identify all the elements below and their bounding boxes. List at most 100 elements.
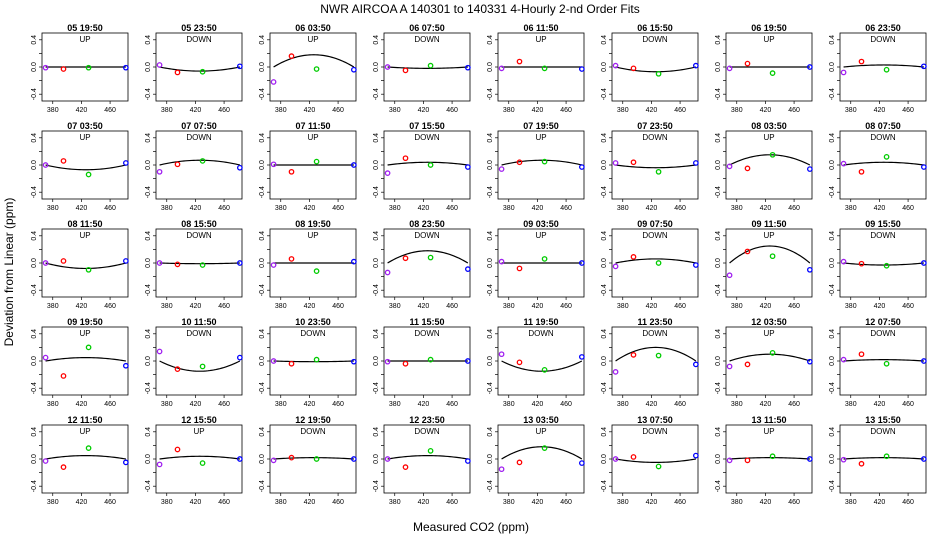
data-point bbox=[464, 458, 471, 464]
y-tick-label: -0.4 bbox=[259, 382, 266, 394]
x-tick-label: 380 bbox=[503, 401, 515, 408]
data-point bbox=[60, 258, 67, 264]
data-point bbox=[806, 456, 813, 462]
data-point bbox=[427, 356, 434, 363]
data-point bbox=[402, 67, 409, 74]
fit-curve bbox=[615, 66, 696, 73]
x-tick-label: 380 bbox=[389, 107, 401, 114]
panel: 06 03:50 UP 380 420 460 -0.4 0.0 0.4 bbox=[259, 23, 357, 114]
panel-title: 09 15:50 bbox=[865, 219, 901, 229]
panel-grid: 05 19:50 UP 380 420 460 -0.4 0.0 0.4 05 23:50 DOW… bbox=[31, 23, 927, 506]
panel-direction-label: UP bbox=[307, 35, 318, 44]
data-point bbox=[655, 70, 662, 77]
data-point bbox=[237, 63, 243, 70]
fit-curve bbox=[615, 258, 696, 264]
panel-title: 07 03:50 bbox=[67, 121, 103, 131]
panel-direction-label: UP bbox=[763, 329, 774, 338]
data-point bbox=[427, 447, 434, 454]
x-tick-label: 460 bbox=[902, 303, 914, 310]
x-tick-label: 420 bbox=[190, 205, 202, 212]
data-point bbox=[655, 168, 662, 175]
panel-direction-label: DOWN bbox=[186, 231, 212, 240]
x-tick-label: 460 bbox=[902, 499, 914, 506]
data-point bbox=[541, 65, 548, 72]
x-tick-label: 380 bbox=[389, 401, 401, 408]
x-tick-label: 380 bbox=[617, 205, 629, 212]
data-point bbox=[655, 260, 662, 266]
x-tick-label: 420 bbox=[874, 205, 886, 212]
data-point bbox=[123, 258, 129, 264]
y-tick-label: -0.4 bbox=[373, 186, 380, 198]
panel: 09 15:50 DOWN 380 420 460 -0.4 0.0 0.4 bbox=[829, 219, 927, 310]
data-point bbox=[174, 261, 181, 268]
data-point bbox=[237, 456, 243, 462]
data-point bbox=[199, 460, 206, 466]
y-tick-label: -0.4 bbox=[145, 284, 152, 296]
data-point bbox=[883, 262, 890, 269]
fit-curve bbox=[159, 262, 240, 265]
x-tick-label: 380 bbox=[161, 401, 173, 408]
y-tick-label: 0.0 bbox=[829, 160, 836, 170]
y-tick-label: 0.4 bbox=[145, 35, 152, 45]
fit-curve bbox=[843, 457, 924, 460]
data-point bbox=[692, 452, 699, 459]
x-tick-label: 380 bbox=[731, 205, 743, 212]
panel: 13 07:50 DOWN 380 420 460 -0.4 0.0 0.4 bbox=[601, 415, 699, 506]
panel-title: 08 15:50 bbox=[181, 219, 217, 229]
y-tick-label: -0.4 bbox=[487, 186, 494, 198]
fit-curve bbox=[159, 159, 240, 166]
y-tick-label: 0.4 bbox=[259, 133, 266, 143]
panel: 06 15:50 DOWN 380 420 460 -0.4 0.0 0.4 bbox=[601, 23, 699, 114]
y-tick-label: 0.0 bbox=[715, 258, 722, 268]
y-tick-label: 0.0 bbox=[373, 62, 380, 72]
panel-direction-label: DOWN bbox=[414, 231, 440, 240]
y-tick-label: 0.4 bbox=[715, 427, 722, 437]
panel-direction-label: UP bbox=[79, 329, 90, 338]
panel-direction-label: DOWN bbox=[186, 329, 212, 338]
fit-curve bbox=[843, 359, 924, 362]
y-tick-label: -0.4 bbox=[373, 382, 380, 394]
data-point bbox=[350, 258, 357, 265]
data-point bbox=[541, 256, 548, 262]
data-point bbox=[769, 349, 776, 356]
x-tick-label: 380 bbox=[161, 107, 173, 114]
panel: 05 23:50 DOWN 380 420 460 -0.4 0.0 0.4 bbox=[145, 23, 243, 114]
x-tick-label: 460 bbox=[332, 401, 344, 408]
x-tick-label: 460 bbox=[446, 107, 458, 114]
data-point bbox=[920, 456, 927, 462]
y-tick-label: 0.0 bbox=[145, 258, 152, 268]
panel: 10 11:50 DOWN 380 420 460 -0.4 0.0 0.4 bbox=[145, 317, 243, 408]
x-tick-label: 380 bbox=[731, 499, 743, 506]
panel: 07 15:50 DOWN 380 420 460 -0.4 0.0 0.4 bbox=[373, 121, 471, 212]
y-tick-label: -0.4 bbox=[259, 284, 266, 296]
x-tick-label: 460 bbox=[332, 499, 344, 506]
y-tick-label: -0.4 bbox=[829, 88, 836, 100]
y-tick-label: 0.4 bbox=[31, 427, 38, 437]
y-tick-label: -0.4 bbox=[601, 284, 608, 296]
data-point bbox=[156, 348, 163, 355]
panel-title: 09 11:50 bbox=[751, 219, 786, 229]
panel-title: 07 15:50 bbox=[409, 121, 445, 131]
panel-title: 05 19:50 bbox=[67, 23, 103, 33]
panel: 05 19:50 UP 380 420 460 -0.4 0.0 0.4 bbox=[31, 23, 129, 114]
y-tick-label: -0.4 bbox=[715, 186, 722, 198]
y-tick-label: 0.0 bbox=[31, 62, 38, 72]
y-tick-label: 0.0 bbox=[601, 454, 608, 464]
x-tick-label: 380 bbox=[845, 303, 857, 310]
data-point bbox=[578, 164, 585, 170]
data-point bbox=[174, 446, 181, 453]
fit-curve bbox=[729, 245, 811, 264]
x-tick-label: 380 bbox=[503, 205, 515, 212]
fit-curve bbox=[273, 360, 354, 363]
data-point bbox=[350, 358, 357, 365]
data-point bbox=[883, 153, 890, 160]
y-tick-label: 0.4 bbox=[715, 133, 722, 143]
data-point bbox=[384, 358, 391, 365]
y-tick-label: -0.4 bbox=[145, 88, 152, 100]
panel: 12 23:50 DOWN 380 420 460 -0.4 0.0 0.4 bbox=[373, 415, 471, 506]
fit-curve bbox=[387, 66, 468, 69]
fit-curve bbox=[615, 346, 697, 362]
x-tick-label: 460 bbox=[902, 401, 914, 408]
data-point bbox=[174, 366, 181, 373]
x-tick-label: 380 bbox=[275, 401, 287, 408]
